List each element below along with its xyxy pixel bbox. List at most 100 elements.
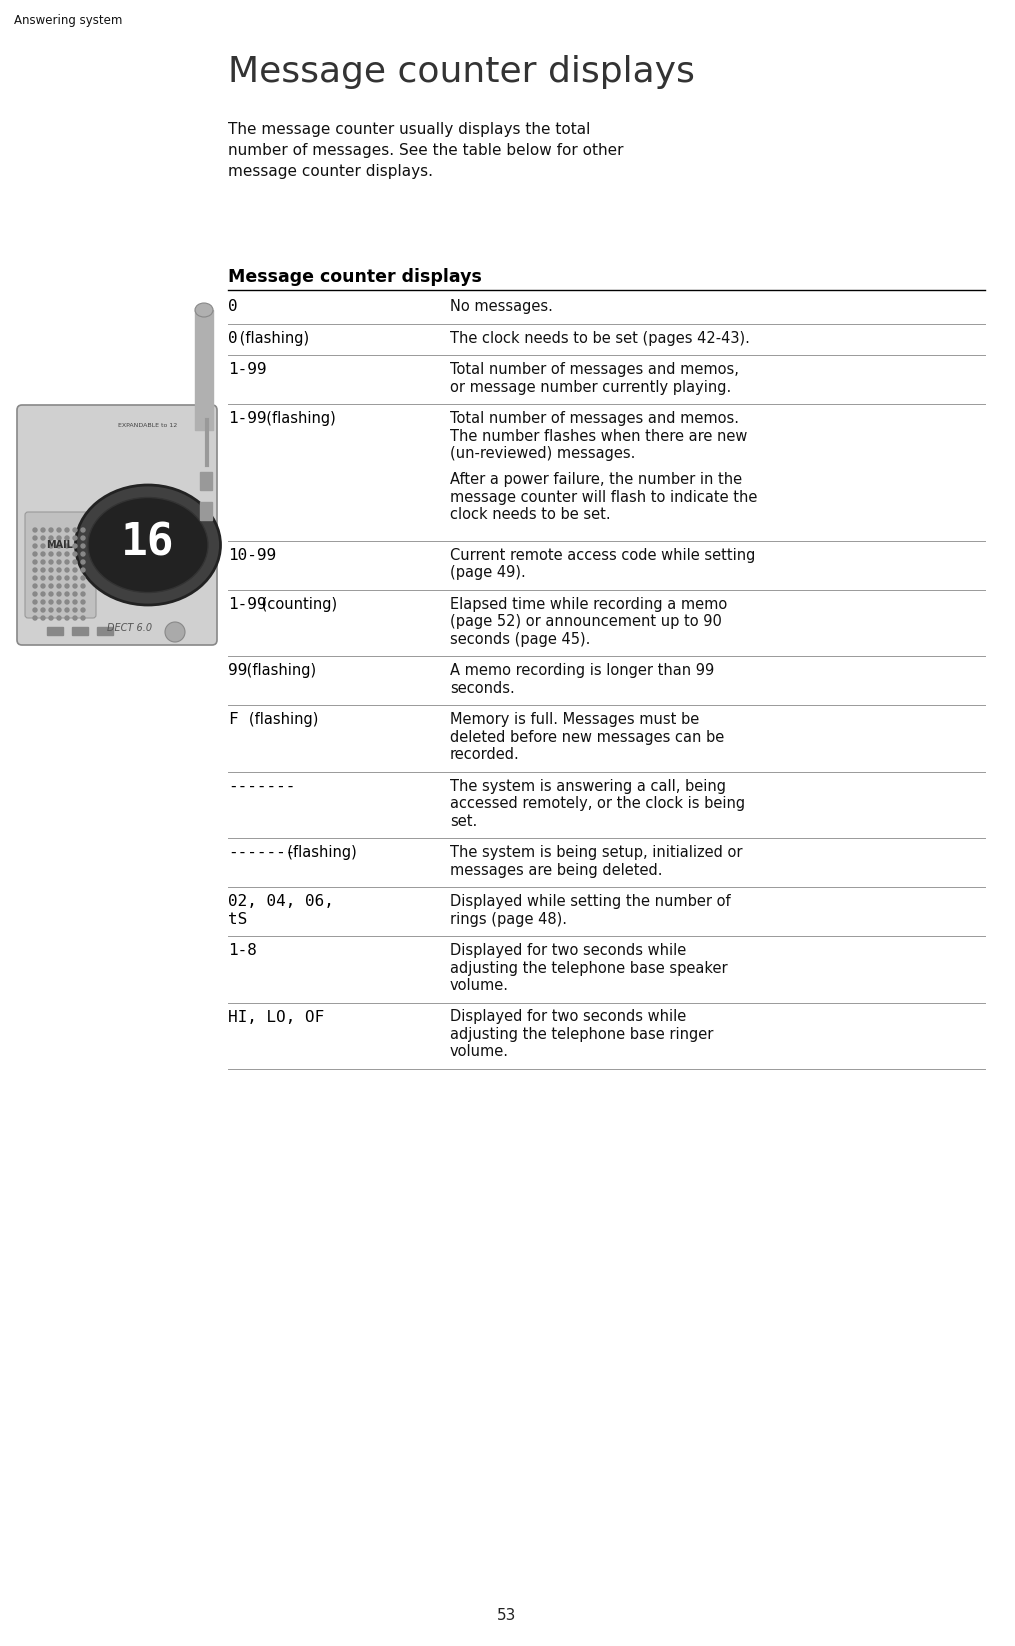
Text: The number flashes when there are new: The number flashes when there are new	[450, 428, 747, 443]
Circle shape	[49, 568, 53, 573]
Circle shape	[49, 593, 53, 596]
Circle shape	[81, 607, 85, 612]
Circle shape	[41, 537, 45, 540]
Circle shape	[65, 560, 69, 565]
Circle shape	[65, 537, 69, 540]
Circle shape	[57, 528, 61, 532]
Circle shape	[57, 584, 61, 588]
Text: Displayed while setting the number of: Displayed while setting the number of	[450, 894, 731, 909]
Text: 10-99: 10-99	[228, 548, 276, 563]
Text: -------: -------	[228, 779, 295, 793]
Circle shape	[81, 576, 85, 579]
Circle shape	[33, 551, 37, 556]
Circle shape	[57, 616, 61, 621]
Circle shape	[57, 537, 61, 540]
Text: MAIL: MAIL	[47, 540, 73, 550]
Text: Message counter displays: Message counter displays	[228, 268, 482, 286]
Circle shape	[41, 528, 45, 532]
Circle shape	[33, 543, 37, 548]
Circle shape	[81, 601, 85, 604]
Circle shape	[81, 537, 85, 540]
Circle shape	[41, 601, 45, 604]
Text: tS: tS	[228, 912, 248, 927]
Circle shape	[33, 568, 37, 573]
Text: 02, 04, 06,: 02, 04, 06,	[228, 894, 334, 909]
Text: The message counter usually displays the total: The message counter usually displays the…	[228, 122, 591, 137]
Circle shape	[81, 593, 85, 596]
Text: The system is answering a call, being: The system is answering a call, being	[450, 779, 726, 793]
Circle shape	[33, 593, 37, 596]
Circle shape	[33, 537, 37, 540]
Circle shape	[65, 584, 69, 588]
Circle shape	[73, 551, 77, 556]
Circle shape	[81, 528, 85, 532]
Circle shape	[81, 584, 85, 588]
Circle shape	[65, 543, 69, 548]
Text: After a power failure, the number in the: After a power failure, the number in the	[450, 472, 742, 487]
Text: -------: -------	[228, 844, 295, 859]
Circle shape	[81, 568, 85, 573]
Circle shape	[33, 528, 37, 532]
Circle shape	[65, 616, 69, 621]
Circle shape	[49, 607, 53, 612]
Text: Displayed for two seconds while: Displayed for two seconds while	[450, 1009, 686, 1024]
Ellipse shape	[195, 303, 213, 318]
Circle shape	[81, 543, 85, 548]
Text: Total number of messages and memos.: Total number of messages and memos.	[450, 412, 739, 426]
Circle shape	[165, 622, 185, 642]
Circle shape	[41, 551, 45, 556]
Text: set.: set.	[450, 813, 477, 828]
Text: (flashing): (flashing)	[235, 331, 310, 346]
Bar	[97, 627, 113, 635]
Circle shape	[57, 543, 61, 548]
Text: 53: 53	[497, 1608, 517, 1623]
Circle shape	[49, 543, 53, 548]
Circle shape	[57, 601, 61, 604]
Text: rings (page 48).: rings (page 48).	[450, 912, 567, 927]
Text: DECT 6.0: DECT 6.0	[108, 622, 152, 634]
Text: A memo recording is longer than 99: A memo recording is longer than 99	[450, 663, 715, 678]
Circle shape	[49, 584, 53, 588]
Circle shape	[65, 568, 69, 573]
Circle shape	[81, 560, 85, 565]
Circle shape	[41, 560, 45, 565]
Circle shape	[65, 601, 69, 604]
Text: The clock needs to be set (pages 42-43).: The clock needs to be set (pages 42-43).	[450, 331, 750, 346]
Circle shape	[73, 543, 77, 548]
Circle shape	[41, 616, 45, 621]
Circle shape	[33, 560, 37, 565]
Circle shape	[41, 568, 45, 573]
Circle shape	[73, 616, 77, 621]
Circle shape	[49, 601, 53, 604]
Circle shape	[65, 576, 69, 579]
Circle shape	[57, 576, 61, 579]
Text: 1-99: 1-99	[228, 412, 267, 426]
Text: HI, LO, OF: HI, LO, OF	[228, 1009, 324, 1024]
Text: 1-99: 1-99	[228, 362, 267, 377]
Ellipse shape	[75, 486, 220, 606]
Circle shape	[57, 551, 61, 556]
Circle shape	[41, 543, 45, 548]
Text: 1-99: 1-99	[228, 596, 267, 612]
Circle shape	[41, 593, 45, 596]
Circle shape	[57, 593, 61, 596]
Text: 0: 0	[228, 300, 238, 314]
Circle shape	[33, 601, 37, 604]
Circle shape	[73, 593, 77, 596]
Text: (counting): (counting)	[257, 596, 337, 612]
Text: No messages.: No messages.	[450, 300, 553, 314]
Text: clock needs to be set.: clock needs to be set.	[450, 507, 611, 522]
Text: message counter will flash to indicate the: message counter will flash to indicate t…	[450, 491, 757, 505]
Circle shape	[73, 601, 77, 604]
Bar	[200, 472, 212, 491]
Text: F: F	[228, 713, 238, 728]
Text: The system is being setup, initialized or: The system is being setup, initialized o…	[450, 844, 743, 859]
Text: accessed remotely, or the clock is being: accessed remotely, or the clock is being	[450, 797, 745, 811]
Text: Displayed for two seconds while: Displayed for two seconds while	[450, 943, 686, 958]
Circle shape	[49, 616, 53, 621]
Text: or message number currently playing.: or message number currently playing.	[450, 380, 731, 395]
Circle shape	[49, 576, 53, 579]
Text: seconds (page 45).: seconds (page 45).	[450, 632, 591, 647]
Text: 0: 0	[228, 331, 238, 346]
Text: message counter displays.: message counter displays.	[228, 165, 433, 179]
